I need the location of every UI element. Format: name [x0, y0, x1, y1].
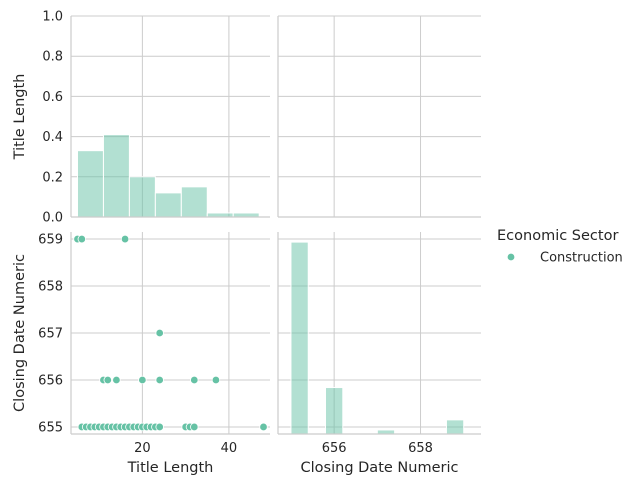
x-tick-label: 656 — [322, 441, 347, 456]
histogram-bar — [76, 150, 104, 218]
histogram-bar — [290, 241, 309, 435]
legend: Economic Sector Construction — [497, 228, 623, 266]
scatter-point — [190, 422, 199, 432]
y-axis-label: Title Length — [12, 74, 28, 161]
x-tick-label: 40 — [221, 441, 238, 456]
histogram-bar — [206, 212, 234, 218]
histogram-bar — [376, 429, 396, 435]
scatter-point — [155, 328, 164, 338]
histogram-bar — [325, 387, 344, 435]
scatter-point — [259, 422, 268, 432]
y-tick-label: 0.4 — [42, 130, 63, 145]
scatter-point — [77, 234, 87, 244]
legend-title: Economic Sector — [497, 228, 618, 244]
x-tick-label: 20 — [134, 441, 151, 456]
panel-closing-date-hist: 656 658 Closing Date Numeric — [277, 232, 481, 476]
legend-entry-label: Construction — [540, 251, 623, 266]
y-tick-label: 0.2 — [42, 170, 63, 185]
y-tick-label: 658 — [38, 280, 63, 295]
y-tick-label: 0.8 — [42, 50, 63, 65]
histogram-bar — [232, 212, 260, 218]
y-tick-label: 0.6 — [42, 90, 63, 105]
x-tick-label: 658 — [408, 441, 433, 456]
x-axis-label: Closing Date Numeric — [301, 460, 459, 476]
y-tick-label: 655 — [38, 420, 63, 435]
scatter-point — [190, 375, 199, 385]
scatter-point — [120, 234, 130, 244]
scatter-point — [155, 375, 164, 385]
panel-title-length-hist: 0.0 0.2 0.4 0.6 0.8 1.0 Title Length — [12, 10, 270, 226]
y-tick-label: 659 — [38, 233, 63, 248]
y-tick-label: 656 — [38, 373, 63, 388]
histogram-bar — [154, 192, 182, 218]
y-tick-label: 1.0 — [42, 10, 63, 25]
histogram-bar — [180, 186, 208, 218]
scatter-point — [112, 375, 121, 385]
x-axis-label: Title Length — [127, 460, 214, 476]
panel-empty-upper-right — [277, 15, 481, 218]
histogram-bar — [102, 134, 130, 218]
legend-marker — [506, 252, 516, 262]
histogram-bar — [128, 176, 156, 218]
y-axis-label: Closing Date Numeric — [12, 254, 28, 412]
y-tick-label: 0.0 — [42, 211, 63, 226]
panel-scatter-lower-left: 655 656 657 658 659 20 40 Closing Date Numeric T… — [12, 232, 270, 476]
scatter-point — [211, 375, 221, 385]
y-tick-label: 657 — [38, 327, 63, 342]
histogram-bar — [445, 419, 465, 435]
scatter-point — [155, 422, 164, 432]
scatter-point — [103, 375, 112, 385]
scatter-point — [138, 375, 147, 385]
